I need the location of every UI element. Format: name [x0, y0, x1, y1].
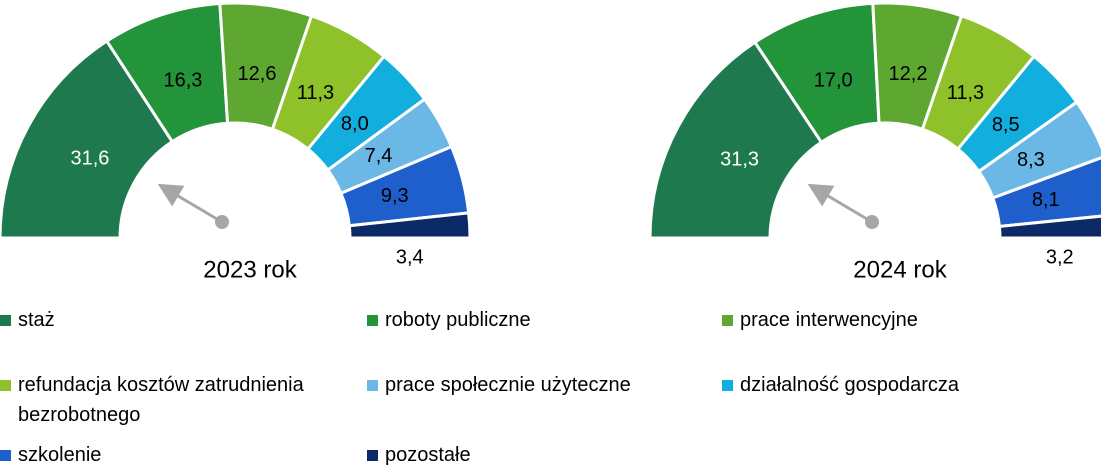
- legend-item: roboty publiczne: [367, 305, 707, 335]
- legend-item: prace interwencyjne: [722, 305, 1062, 335]
- data-label: 11,3: [947, 82, 984, 104]
- legend-label: pozostałe: [385, 444, 471, 466]
- chart-title: 2024 rok: [853, 256, 947, 283]
- legend-swatch: [0, 450, 11, 461]
- legend-swatch: [722, 380, 733, 391]
- legend-swatch: [367, 380, 378, 391]
- legend-label: staż: [18, 309, 55, 331]
- data-label: 8,0: [341, 113, 369, 135]
- legend-label: refundacja kosztów zatrudnienia bezrobot…: [18, 374, 304, 426]
- legend-item: refundacja kosztów zatrudnienia bezrobot…: [0, 370, 340, 430]
- legend-swatch: [367, 450, 378, 461]
- chart-title: 2023 rok: [203, 256, 297, 283]
- data-label: 8,5: [992, 114, 1020, 136]
- data-label: 31,3: [720, 148, 759, 170]
- legend-swatch: [0, 315, 11, 326]
- legend-label: prace społecznie użyteczne: [385, 374, 631, 396]
- needles: [157, 183, 879, 229]
- needle-pivot: [215, 215, 229, 229]
- data-label: 3,2: [1046, 246, 1074, 268]
- legend-item: prace społecznie użyteczne: [367, 370, 707, 400]
- legend-swatch: [722, 315, 733, 326]
- needle: [807, 183, 873, 224]
- data-label: 12,6: [238, 63, 277, 85]
- charts: 31,6 16,3 12,6 11,3 8,0 7,4 9,3 3,4 2023 rok 31,3…: [0, 1, 1101, 283]
- legend-label: szkolenie: [18, 444, 102, 466]
- data-label: 7,4: [365, 145, 393, 167]
- data-label: 16,3: [164, 70, 203, 92]
- legend-item: staż: [0, 305, 340, 335]
- gauge-segment: [648, 40, 824, 240]
- needle-pivot: [865, 215, 879, 229]
- legend-label: prace interwencyjne: [740, 309, 918, 331]
- data-label: 3,4: [396, 246, 424, 268]
- legend-label: działalność gospodarcza: [740, 374, 960, 396]
- data-label: 8,1: [1032, 189, 1060, 211]
- gauge-segment: [997, 214, 1101, 240]
- needle: [157, 183, 223, 224]
- data-label: 17,0: [814, 70, 853, 92]
- legend-swatch: [367, 315, 378, 326]
- legend-swatch: [0, 380, 11, 391]
- data-label: 9,3: [381, 185, 409, 207]
- legend-item: działalność gospodarcza: [722, 370, 1062, 400]
- gauge-segment: [0, 38, 175, 240]
- legend-item: szkolenie: [0, 440, 340, 470]
- data-label: 8,3: [1017, 149, 1045, 171]
- data-label: 11,3: [297, 82, 334, 104]
- data-label: 31,6: [70, 148, 109, 170]
- data-label: 12,2: [889, 63, 928, 85]
- legend-item: pozostałe: [367, 440, 707, 470]
- gauge-segment: [347, 211, 472, 240]
- legend-label: roboty publiczne: [385, 309, 531, 331]
